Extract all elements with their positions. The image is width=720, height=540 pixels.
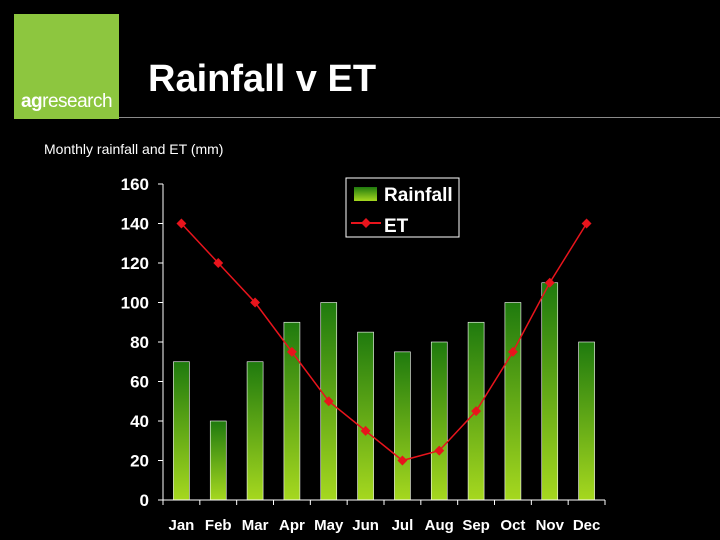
y-tick-label-120: 120 — [121, 254, 149, 273]
y-tick-label-140: 140 — [121, 215, 149, 234]
chart-title: Monthly rainfall and ET (mm) — [44, 141, 224, 157]
bar-jun — [357, 331, 374, 501]
y-tick-label-160: 160 — [121, 175, 149, 194]
y-tick-label-100: 100 — [121, 294, 149, 313]
logo-text: agresearch — [20, 91, 113, 119]
bar-mar — [246, 361, 264, 501]
bar-jul — [394, 351, 411, 501]
x-tick-label-jun: Jun — [352, 517, 379, 534]
et-point-may — [323, 396, 334, 407]
x-tick-label-apr: Apr — [279, 517, 305, 534]
x-tick-label-jan: Jan — [168, 517, 194, 534]
bar-aug — [430, 341, 448, 501]
et-point-apr — [286, 346, 297, 357]
y-tick-label-0: 0 — [140, 491, 149, 510]
title-divider — [119, 117, 720, 118]
logo-suffix: research — [42, 91, 113, 112]
et-point-aug — [434, 445, 445, 456]
et-line — [176, 218, 592, 466]
y-axis: 0 20 40 60 80 100 120 140 160 — [121, 175, 164, 510]
et-point-nov — [544, 277, 555, 288]
et-point-feb — [213, 258, 224, 268]
legend-et-marker — [361, 218, 371, 228]
y-tick-label-60: 60 — [130, 373, 149, 392]
y-tick-label-20: 20 — [130, 452, 149, 471]
et-point-dec — [581, 218, 592, 229]
et-point-jan — [176, 218, 187, 229]
y-tick-label-40: 40 — [130, 412, 149, 431]
legend-rainfall-swatch — [354, 187, 377, 201]
rainfall-bars — [173, 282, 595, 501]
x-tick-label-may: May — [314, 517, 344, 534]
et-point-jun — [360, 425, 371, 436]
bar-oct — [504, 302, 522, 501]
legend: Rainfall ET — [345, 177, 460, 238]
y-tick-label-80: 80 — [130, 333, 149, 352]
x-tick-label-aug: Aug — [425, 517, 454, 534]
agresearch-logo: agresearch — [14, 14, 119, 119]
slide-title: Rainfall v ET — [148, 58, 377, 100]
x-tick-label-dec: Dec — [573, 517, 601, 534]
x-tick-label-mar: Mar — [242, 517, 269, 534]
et-series-line — [180, 222, 588, 462]
legend-et-label: ET — [384, 216, 409, 237]
bar-nov — [541, 282, 559, 501]
x-tick-label-nov: Nov — [536, 517, 565, 534]
bar-feb — [209, 420, 227, 501]
x-tick-label-oct: Oct — [500, 517, 525, 534]
bar-jan — [173, 361, 190, 501]
et-point-jul — [397, 455, 408, 466]
x-tick-label-jul: Jul — [392, 517, 414, 534]
legend-rainfall-label: Rainfall — [384, 185, 453, 206]
x-axis: Jan Feb Mar Apr May Jun Jul Aug Sep Oct Nov Dec — [162, 499, 606, 534]
logo-prefix: ag — [20, 91, 43, 112]
x-tick-label-feb: Feb — [205, 517, 232, 534]
bar-dec — [578, 341, 595, 501]
x-tick-label-sep: Sep — [462, 517, 490, 534]
et-point-sep — [471, 406, 482, 417]
